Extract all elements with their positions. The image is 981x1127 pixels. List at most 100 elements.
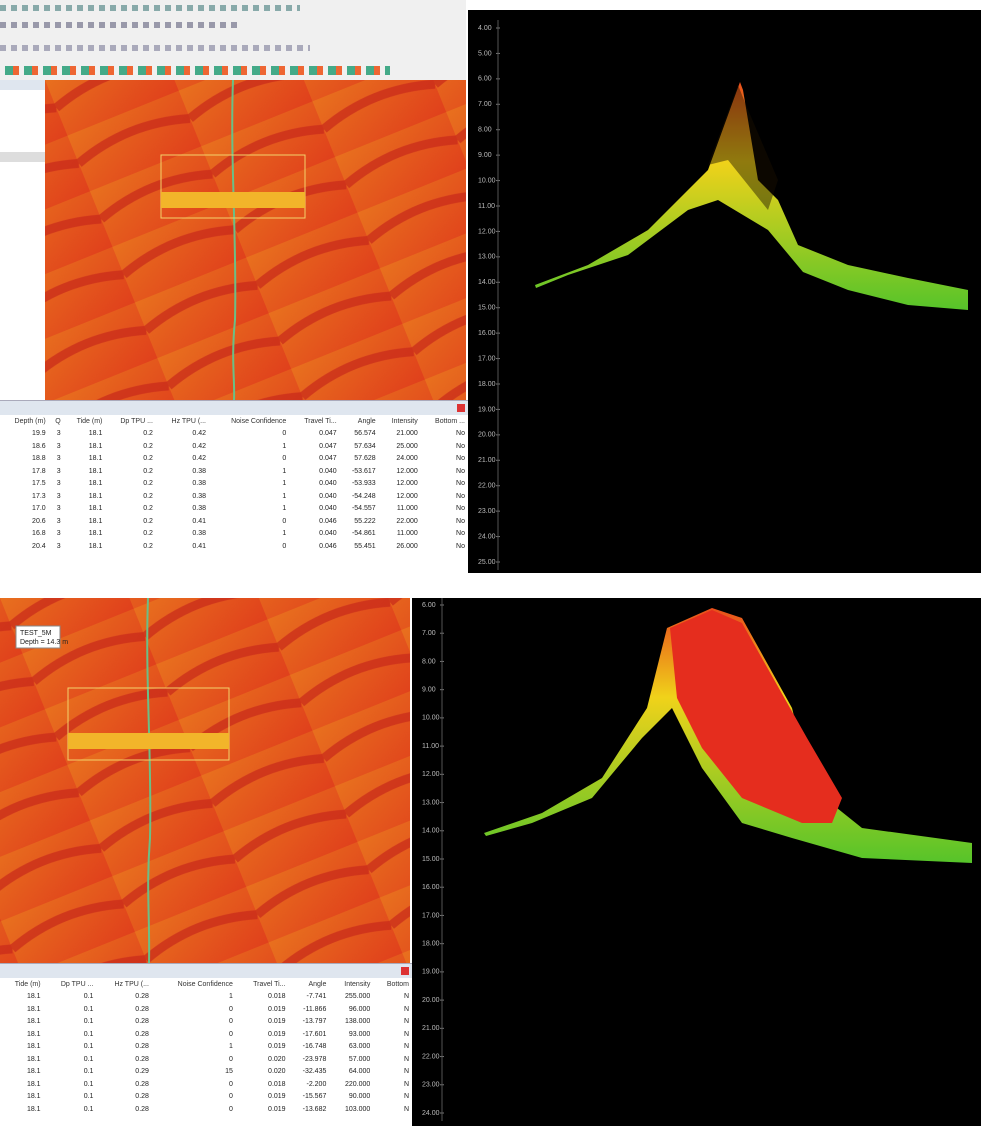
depth-label: 23.00 [478, 508, 496, 515]
column-header: Tide (m) [76, 417, 103, 425]
table-row[interactable]: 20.4 3 18.1 0.2 0.41 0 0.046 55.451 26.000 No [0, 540, 468, 553]
cell: 0.29 [135, 1068, 149, 1076]
cell: 0.040 [319, 467, 337, 475]
depth-label: 8.00 [422, 658, 436, 665]
cell: 0.42 [192, 455, 206, 463]
toolbar-row[interactable] [0, 5, 300, 11]
cell: No [456, 505, 465, 513]
table-row[interactable]: 20.6 3 18.1 0.2 0.41 0 0.046 55.222 22.000 No [0, 515, 468, 528]
cell: 18.1 [88, 505, 103, 513]
cell: No [456, 530, 465, 538]
cell: 0.040 [319, 480, 337, 488]
cell: 18.1 [26, 1030, 41, 1038]
cell: N [403, 1105, 409, 1113]
cell: 18.1 [88, 517, 103, 525]
table-row[interactable]: 19.9 3 18.1 0.2 0.42 0 0.047 56.574 21.000 No [0, 428, 468, 441]
cell: 63.000 [348, 1043, 371, 1051]
depth-label: 9.00 [422, 687, 436, 694]
depth-label: 14.00 [478, 279, 496, 286]
cell: 90.000 [348, 1093, 371, 1101]
depth-label: 17.00 [422, 912, 440, 919]
cell: 0.38 [192, 480, 206, 488]
cell: 56.574 [354, 430, 376, 438]
table-row[interactable]: 18.1 0.1 0.28 0 0.019 -13.682 103.000 N [0, 1103, 412, 1116]
depth-label: 10.00 [478, 177, 496, 184]
table-row[interactable]: 18.6 3 18.1 0.2 0.42 1 0.047 57.634 25.000 No [0, 440, 468, 453]
cell: 0.38 [192, 492, 206, 500]
table-row[interactable]: 18.1 0.1 0.28 0 0.019 -15.567 90.000 N [0, 1091, 412, 1104]
cell: 1 [282, 467, 287, 475]
column-header: Travel Ti... [253, 980, 286, 988]
cell: 0.046 [319, 517, 337, 525]
cell: 0.2 [143, 530, 153, 538]
table-row[interactable]: 18.1 0.1 0.28 1 0.019 -16.748 63.000 N [0, 1041, 412, 1054]
toolbar-row[interactable] [0, 45, 310, 51]
cell: 18.1 [26, 1093, 41, 1101]
cell: 0.018 [268, 1080, 286, 1088]
cell: 0.28 [135, 1043, 149, 1051]
table-row[interactable]: 17.3 3 18.1 0.2 0.38 1 0.040 -54.248 12.000 No [0, 490, 468, 503]
cell: 255.000 [345, 993, 371, 1001]
table-row[interactable]: 18.1 0.1 0.28 0 0.019 -11.866 96.000 N [0, 1003, 412, 1016]
depth-label: 4.00 [478, 25, 492, 32]
cell: 0.41 [192, 542, 206, 550]
cell: 0.019 [268, 1105, 286, 1113]
depth-label: 20.00 [478, 432, 496, 439]
cell: 0.28 [135, 1005, 149, 1013]
cell: -11.866 [303, 1005, 327, 1013]
column-header: Dp TPU ... [60, 980, 94, 988]
cell: 0.42 [192, 430, 206, 438]
cell: 19.9 [32, 430, 46, 438]
cell: 18.1 [88, 455, 103, 463]
cell: 0.38 [192, 530, 206, 538]
cell: 20.6 [32, 517, 46, 525]
column-header: Intensity [344, 980, 371, 988]
depth-label: 12.00 [478, 228, 496, 235]
depth-label: 25.00 [478, 559, 496, 566]
column-header: Noise Confidence [231, 417, 287, 425]
table-row[interactable]: 18.1 0.1 0.28 0 0.018 -2.200 220.000 N [0, 1078, 412, 1091]
cell: -13.797 [302, 1018, 327, 1026]
table-row[interactable]: 18.1 0.1 0.28 0 0.020 -23.978 57.000 N [0, 1053, 412, 1066]
cell: N [403, 1018, 409, 1026]
cell: 18.1 [26, 1080, 41, 1088]
cell: 16.8 [32, 530, 46, 538]
table-row[interactable]: 18.1 0.1 0.29 15 0.020 -32.435 64.000 N [0, 1066, 412, 1079]
map-view: TEST_5M Depth = 14.3 m [0, 598, 410, 963]
cell: 1 [282, 492, 287, 500]
cell: N [403, 1080, 409, 1088]
column-header: Bottom ... [435, 417, 465, 425]
cell: 1 [282, 480, 287, 488]
cell: 0.28 [135, 1030, 149, 1038]
cell: 0.1 [83, 1093, 94, 1101]
cell: No [456, 430, 465, 438]
map-depth: Depth = 14.3 m [20, 639, 68, 646]
table-row[interactable]: 17.5 3 18.1 0.2 0.38 1 0.040 -53.933 12.000 No [0, 478, 468, 491]
column-header: Hz TPU (... [171, 417, 206, 425]
cell: 0 [282, 542, 287, 550]
table-row[interactable]: 18.1 0.1 0.28 0 0.019 -13.797 138.000 N [0, 1016, 412, 1029]
attribute-table: Depth (m) Q Tide (m) Dp TPU ... Hz TPU (... N… [0, 400, 468, 574]
cell: N [403, 1068, 409, 1076]
cell: 0.38 [192, 505, 206, 513]
cell: 0.020 [268, 1068, 286, 1076]
table-row[interactable]: 17.0 3 18.1 0.2 0.38 1 0.040 -54.557 11.000 No [0, 503, 468, 516]
table-row[interactable]: 17.8 3 18.1 0.2 0.38 1 0.040 -53.617 12.000 No [0, 465, 468, 478]
table-row[interactable]: 16.8 3 18.1 0.2 0.38 1 0.040 -54.861 11.000 No [0, 528, 468, 541]
cell: 12.000 [396, 492, 418, 500]
depth-label: 6.00 [478, 76, 492, 83]
cell: 0 [229, 1005, 233, 1013]
toolbar-row[interactable] [5, 66, 390, 75]
toolbar-row[interactable] [0, 22, 240, 28]
cell: 0.047 [319, 442, 337, 450]
cell: 11.000 [396, 530, 418, 538]
depth-label: 6.00 [422, 602, 436, 609]
cell: 12.000 [396, 467, 418, 475]
table-row[interactable]: 18.1 0.1 0.28 1 0.018 -7.741 255.000 N [0, 991, 412, 1004]
table-row[interactable]: 18.1 0.1 0.28 0 0.019 -17.601 93.000 N [0, 1028, 412, 1041]
table-row[interactable]: 18.8 3 18.1 0.2 0.42 0 0.047 57.628 24.000 No [0, 453, 468, 466]
cell: -54.861 [351, 530, 376, 538]
cell: 18.1 [26, 1105, 41, 1113]
cell: 18.1 [88, 542, 103, 550]
side-panel [0, 80, 46, 400]
